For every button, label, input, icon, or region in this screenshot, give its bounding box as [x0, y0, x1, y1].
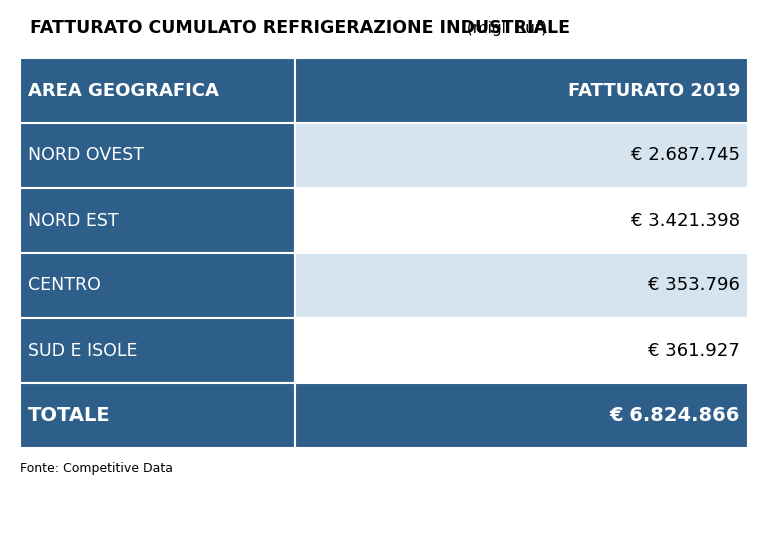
Bar: [295, 188, 748, 253]
Bar: [20, 123, 295, 188]
Bar: [295, 318, 748, 383]
Text: NORD OVEST: NORD OVEST: [28, 147, 144, 165]
Bar: [20, 253, 295, 318]
Text: CENTRO: CENTRO: [28, 276, 101, 294]
Text: Fonte: Competitive Data: Fonte: Competitive Data: [20, 462, 173, 475]
Text: € 2.687.745: € 2.687.745: [631, 147, 740, 165]
Bar: [20, 318, 295, 383]
Text: € 3.421.398: € 3.421.398: [631, 212, 740, 230]
Text: € 6.824.866: € 6.824.866: [610, 406, 740, 425]
Text: SUD E ISOLE: SUD E ISOLE: [28, 342, 137, 359]
Bar: [295, 253, 748, 318]
Text: FATTURATO 2019: FATTURATO 2019: [568, 81, 740, 99]
Bar: [20, 58, 295, 123]
Bar: [295, 123, 748, 188]
Text: FATTURATO CUMULATO REFRIGERAZIONE INDUSTRIALE: FATTURATO CUMULATO REFRIGERAZIONE INDUST…: [30, 19, 570, 37]
Bar: [295, 58, 748, 123]
Text: € 353.796: € 353.796: [648, 276, 740, 294]
Text: AREA GEOGRAFICA: AREA GEOGRAFICA: [28, 81, 219, 99]
Bar: [20, 188, 295, 253]
Bar: [20, 383, 295, 448]
Text: NORD EST: NORD EST: [28, 212, 118, 230]
Text: (migl. Eur): (migl. Eur): [462, 21, 547, 35]
Text: TOTALE: TOTALE: [28, 406, 111, 425]
Bar: [295, 383, 748, 448]
Text: € 361.927: € 361.927: [648, 342, 740, 359]
